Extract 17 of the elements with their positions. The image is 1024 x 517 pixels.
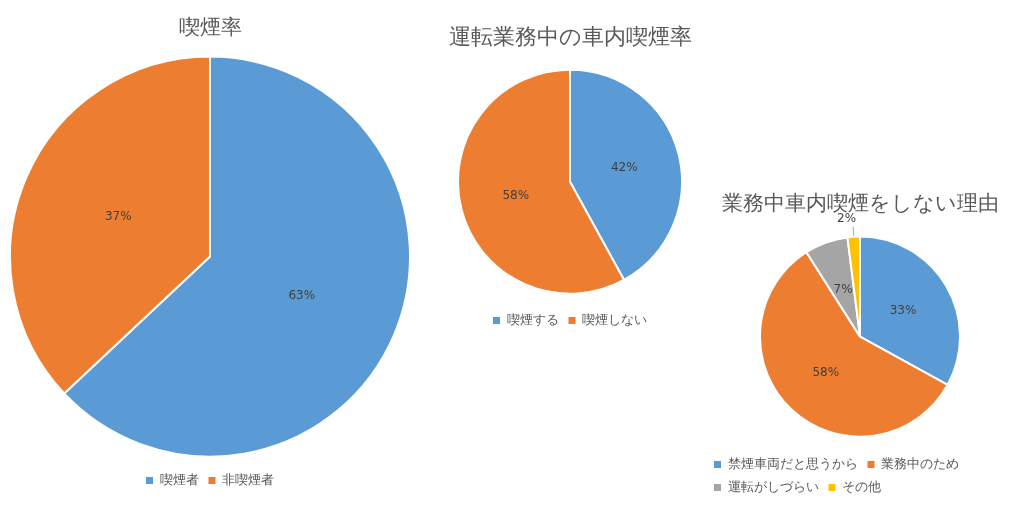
data-label: 58% [812,365,840,380]
data-label: 37% [104,209,132,224]
legend-label: 非喫煙者 [222,471,274,487]
legend-label: 喫煙しない [582,311,647,327]
legend-label: その他 [842,478,881,494]
chart-title: 運転業務中の車内喫煙率 [448,23,692,49]
chart-title: 喫煙率 [178,15,242,40]
data-label: 33% [889,303,917,318]
data-label: 58% [502,187,530,202]
legend-label: 禁煙車両だと思うから [727,455,858,471]
legend-label: 喫煙者 [159,471,199,487]
legend-label: 業務中のため [881,455,959,471]
legend-label: 運転がしづらい [727,478,819,494]
legend-label: 喫煙する [506,311,559,327]
data-label: 42% [610,159,638,174]
data-label: 7% [833,281,853,296]
data-label: 63% [288,288,316,303]
